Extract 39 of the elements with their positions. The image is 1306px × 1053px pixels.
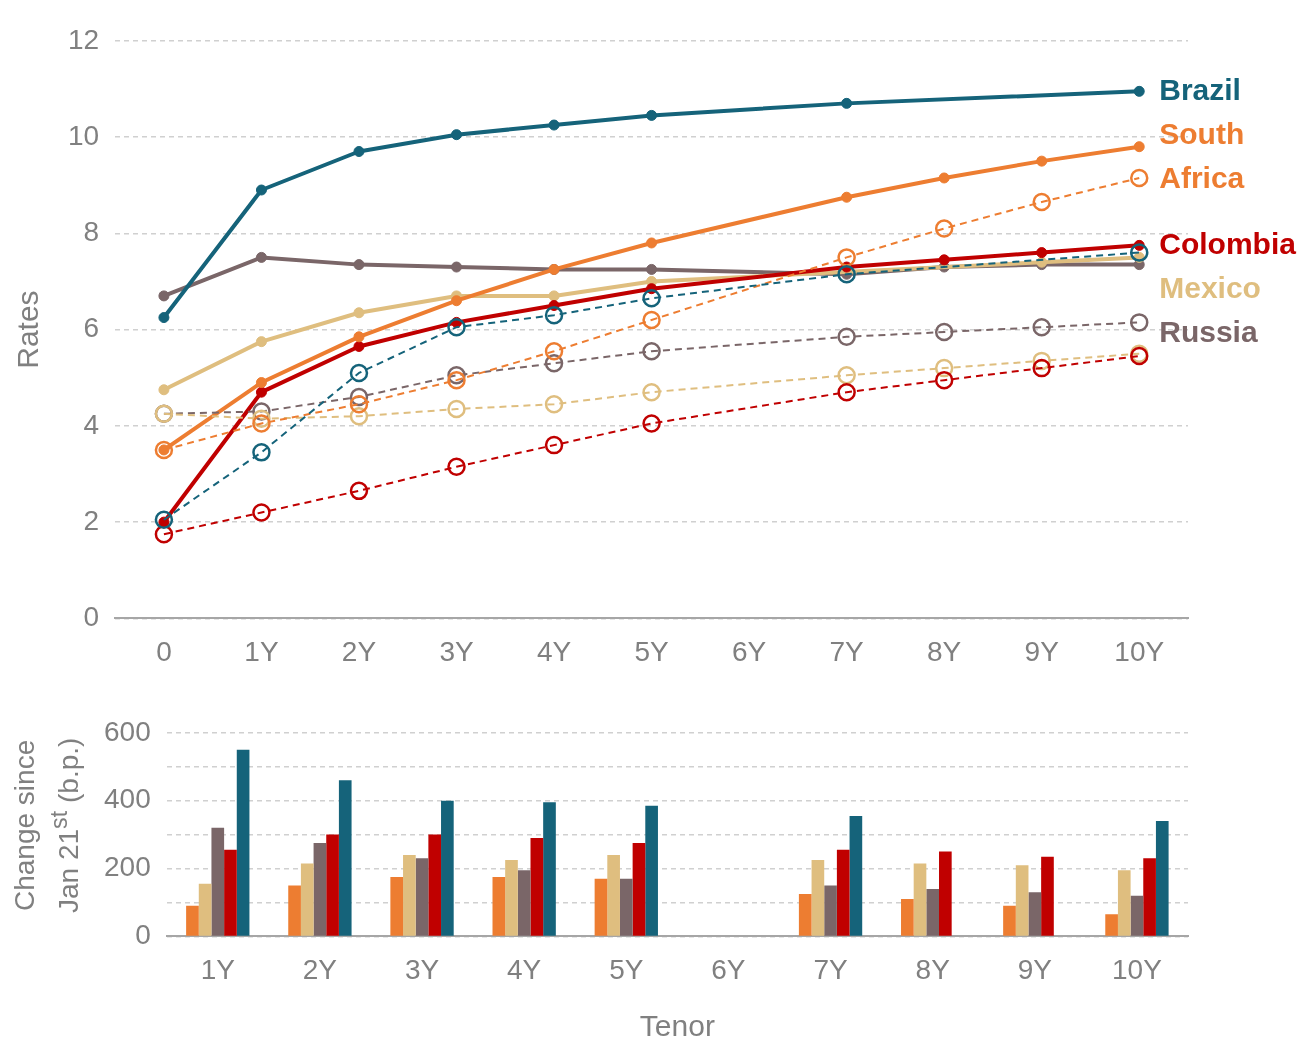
y-tick-label: 0: [83, 601, 100, 633]
x-tick-label: 1Y: [200, 953, 236, 985]
series-label: Russia: [1159, 314, 1258, 348]
y-tick-label: 8: [83, 216, 100, 248]
x-tick-label: 2Y: [302, 953, 338, 985]
y-tick-label: 200: [104, 851, 151, 883]
series-label: Colombia: [1159, 226, 1297, 260]
x-tick-label: 10Y: [1112, 953, 1163, 985]
y-tick-label: 6: [83, 312, 100, 344]
x-tick-label: 1Y: [244, 635, 279, 667]
x-tick-label: 6Y: [731, 635, 767, 667]
x-tick-label: 9Y: [1024, 635, 1060, 667]
x-tick-label: 0: [156, 635, 172, 667]
y-tick-label: 10: [67, 119, 100, 151]
x-tick-label: 5Y: [609, 953, 644, 985]
series-label: South Africa: [1159, 116, 1245, 194]
y-tick-label: 2: [83, 504, 100, 536]
x-tick-label: 2Y: [341, 635, 377, 667]
x-tick-label: 6Y: [711, 953, 746, 985]
y-tick-label: 400: [104, 783, 151, 815]
y-tick-label: 12: [67, 23, 100, 55]
x-tick-label: 3Y: [439, 635, 474, 667]
y-tick-label: 600: [104, 715, 151, 747]
y-tick-label: 0: [135, 919, 151, 951]
x-tick-label: 8Y: [915, 953, 951, 985]
x-tick-label: 3Y: [404, 953, 440, 985]
series-label: Brazil: [1159, 72, 1241, 106]
x-tick-label: 9Y: [1017, 953, 1053, 985]
x-tick-label: 8Y: [927, 635, 962, 667]
x-axis-title: Tenor: [639, 1009, 715, 1043]
series-label: Mexico: [1159, 270, 1261, 304]
x-tick-label: 7Y: [813, 953, 848, 985]
y-tick-label: 4: [83, 408, 100, 440]
x-tick-label: 4Y: [507, 953, 542, 985]
x-tick-label: 10Y: [1114, 635, 1165, 667]
x-tick-label: 5Y: [634, 635, 670, 667]
x-tick-label: 7Y: [829, 635, 865, 667]
x-tick-label: 4Y: [536, 635, 572, 667]
y-axis-title: Rates: [11, 290, 45, 369]
